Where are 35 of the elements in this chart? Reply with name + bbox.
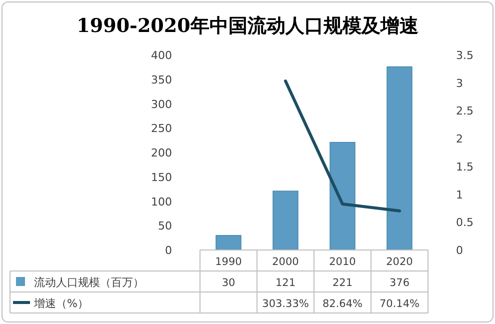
y-tick-label: 250 bbox=[151, 122, 172, 136]
y2-tick-label: 1 bbox=[456, 188, 463, 202]
data-label: 121 bbox=[275, 277, 296, 289]
bar bbox=[272, 190, 298, 250]
data-label: 376 bbox=[389, 277, 410, 289]
x-tick-label: 2000 bbox=[272, 256, 299, 268]
y2-tick-label: 0 bbox=[456, 244, 463, 257]
data-label: 303.33% bbox=[262, 298, 309, 310]
y-tick-label: 150 bbox=[151, 170, 172, 184]
bar bbox=[216, 235, 242, 250]
y-tick-label: 50 bbox=[158, 220, 172, 233]
y2-tick-label: 3 bbox=[456, 76, 463, 90]
data-label: 30 bbox=[222, 277, 236, 289]
bar bbox=[330, 142, 356, 250]
data-label: 82.64% bbox=[322, 298, 363, 310]
y2-tick-label: 2.5 bbox=[456, 104, 474, 118]
y2-tick-label: 0.5 bbox=[456, 216, 474, 230]
y-tick-label: 100 bbox=[151, 195, 172, 208]
data-label: 70.14% bbox=[379, 298, 420, 310]
y-tick-label: 400 bbox=[151, 49, 172, 62]
y2-tick-label: 1.5 bbox=[456, 160, 474, 174]
legend-label: 增速（%） bbox=[33, 297, 88, 310]
chart-title: 1990-2020年中国流动人口规模及增速 bbox=[76, 15, 418, 37]
data-label: 221 bbox=[332, 277, 353, 289]
x-tick-label: 2010 bbox=[329, 256, 356, 268]
x-tick-label: 2020 bbox=[386, 256, 413, 268]
y-tick-label: 350 bbox=[151, 73, 172, 86]
legend-label: 流动人口规模（百万） bbox=[34, 276, 144, 289]
y2-tick-label: 2 bbox=[456, 132, 463, 146]
y-tick-label: 300 bbox=[151, 98, 172, 111]
y-tick-label: 200 bbox=[151, 146, 172, 160]
y-tick-label: 0 bbox=[165, 244, 172, 257]
y2-tick-label: 3.5 bbox=[456, 49, 474, 62]
bar bbox=[386, 66, 412, 250]
x-tick-label: 1990 bbox=[215, 256, 242, 268]
